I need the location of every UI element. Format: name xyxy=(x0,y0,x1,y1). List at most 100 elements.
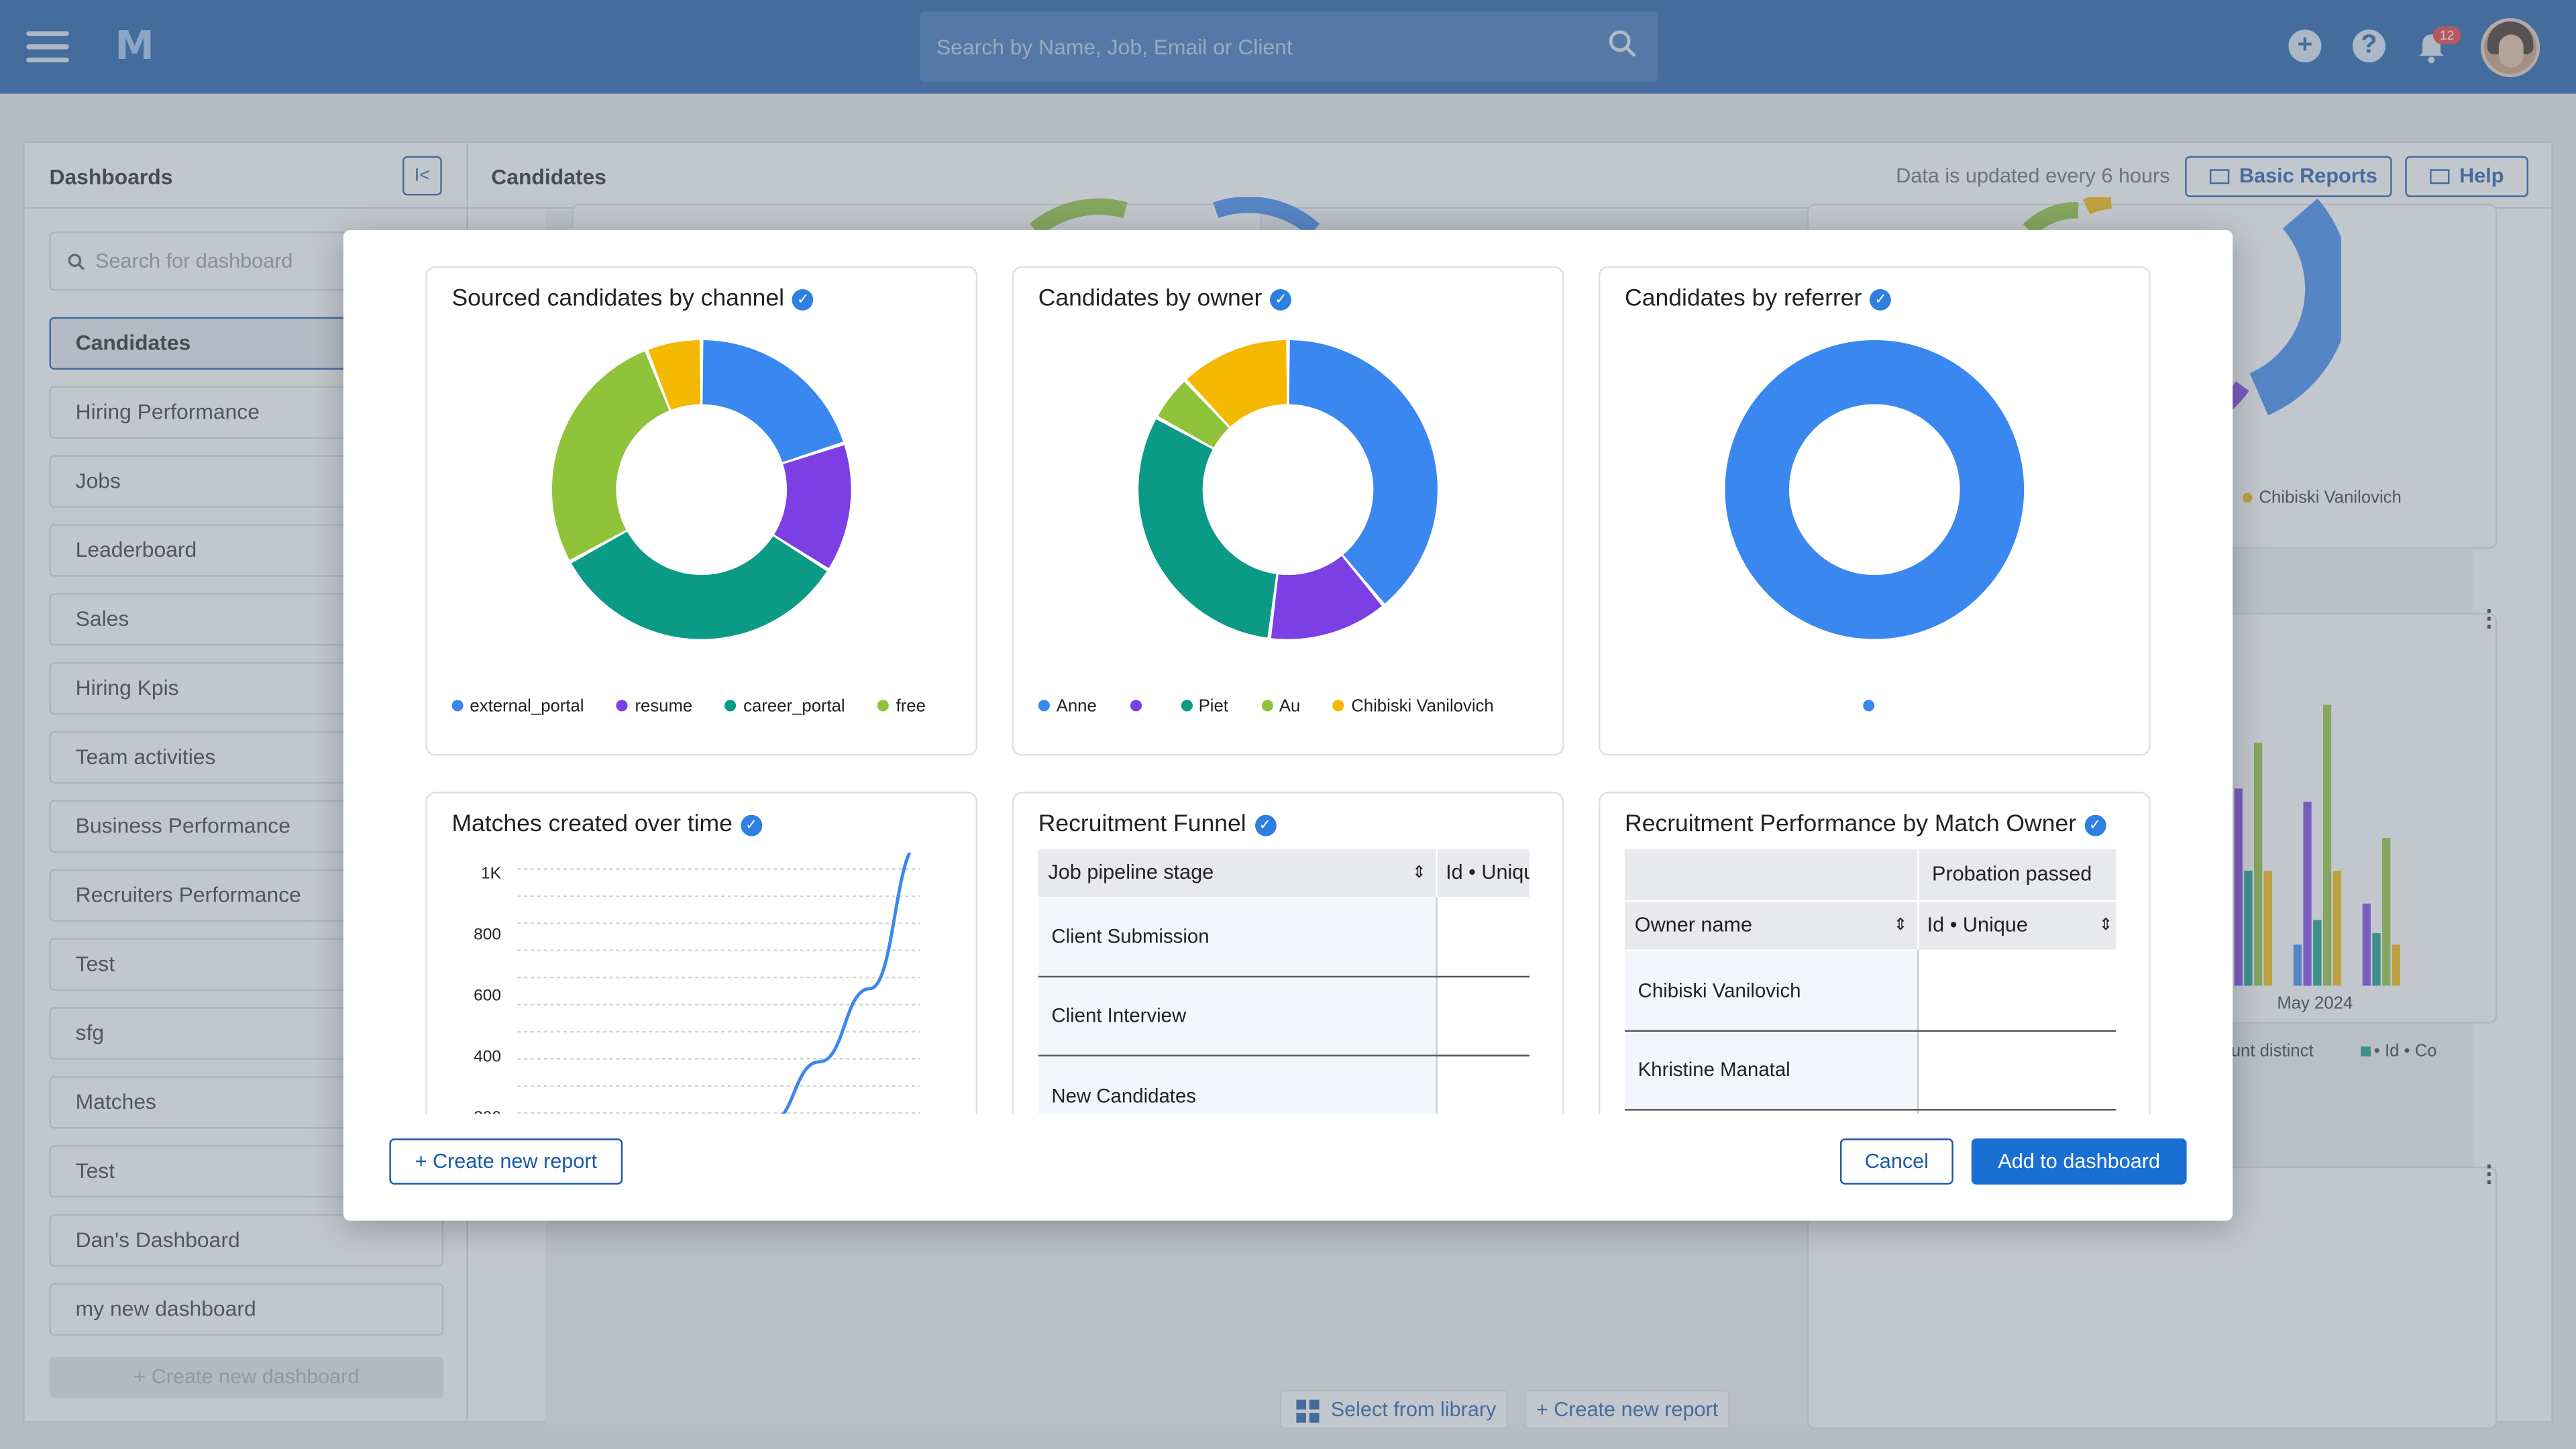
column-label: Id • Unique xyxy=(1927,913,2028,936)
legend-item[interactable]: career_portal xyxy=(725,696,845,716)
report-card-by-referrer[interactable]: Candidates by referrer ✓ xyxy=(1598,266,2151,756)
donut-chart-channel xyxy=(551,339,851,639)
chart-legend: external_portal resume career_portal free xyxy=(451,696,953,719)
bg-legend: unt distinct xyxy=(2231,1041,2314,1062)
y-tick-label: 600 xyxy=(474,986,501,1004)
report-card-matches-over-time[interactable]: Matches created over time ✓ 1K 800 600 400 20… xyxy=(425,792,978,1114)
legend-label: Chibiski Vanilovich xyxy=(1351,696,1494,716)
legend-item[interactable] xyxy=(1863,696,1881,716)
table-header-id[interactable]: Id • Uniqu xyxy=(1437,849,1530,898)
donut-slice xyxy=(1271,555,1382,639)
sort-icon[interactable]: ⇕ xyxy=(1893,916,1908,935)
notification-badge: 12 xyxy=(2432,26,2461,45)
legend-label: career_portal xyxy=(743,696,845,716)
donut-slice xyxy=(648,339,701,410)
report-card-by-owner[interactable]: Candidates by owner ✓ Anne Piet Au Chibiski … xyxy=(1012,266,1564,756)
card-title-text: Candidates by owner xyxy=(1038,286,1263,313)
card-title-text: Candidates by referrer xyxy=(1625,286,1862,313)
report-card-sourced-by-channel[interactable]: Sourced candidates by channel ✓ external_… xyxy=(425,266,978,756)
select-from-library-button[interactable]: Select from library xyxy=(1279,1389,1508,1430)
donut-slice xyxy=(1158,382,1229,448)
help-button[interactable]: Help xyxy=(2405,156,2529,197)
cancel-button[interactable]: Cancel xyxy=(1839,1138,1953,1185)
series-line xyxy=(781,853,912,1114)
basic-reports-button[interactable]: Basic Reports xyxy=(2185,156,2392,197)
table-header-id[interactable]: Id • Unique ⇕ xyxy=(1919,902,2116,950)
table-header-owner[interactable]: Owner name ⇕ xyxy=(1625,902,1917,950)
legend-label: free xyxy=(896,696,926,716)
row-divider xyxy=(1038,1055,1530,1057)
donut-slice xyxy=(1138,419,1277,638)
sidebar-item-dashboard[interactable]: Dan's Dashboard xyxy=(49,1214,444,1267)
legend-item[interactable]: free xyxy=(877,696,926,716)
legend-item[interactable]: Piet xyxy=(1180,696,1228,716)
create-dashboard-button[interactable]: + Create new dashboard xyxy=(49,1356,444,1399)
widget-menu-icon[interactable]: ⋮ xyxy=(2477,1159,2501,1187)
collapse-sidebar-button[interactable]: I< xyxy=(402,156,442,196)
column-divider xyxy=(1436,897,1438,1114)
widget-menu-icon[interactable]: ⋮ xyxy=(2477,604,2501,631)
search-icon[interactable] xyxy=(1609,30,1638,59)
sort-icon[interactable]: ⇕ xyxy=(2098,916,2113,935)
legend-label: external_portal xyxy=(470,696,584,716)
donut-slice xyxy=(1289,339,1438,604)
card-title-text: Recruitment Funnel xyxy=(1038,811,1246,838)
legend-item[interactable] xyxy=(1129,696,1148,716)
book-icon xyxy=(2430,169,2450,184)
grid-icon xyxy=(1296,1399,1320,1423)
card-title: Matches created over time ✓ xyxy=(451,812,762,838)
report-card-performance-by-owner[interactable]: Recruitment Performance by Match Owner ✓ … xyxy=(1598,792,2151,1114)
donut-chart-owner xyxy=(1138,339,1438,639)
column-label: Job pipeline stage xyxy=(1048,861,1214,884)
help-icon[interactable]: ? xyxy=(2352,30,2385,63)
donut-slice xyxy=(702,339,843,462)
verified-icon: ✓ xyxy=(741,814,762,837)
report-card-recruitment-funnel[interactable]: Recruitment Funnel ✓ Job pipeline stage ⇕… xyxy=(1012,792,1564,1114)
legend-label: Anne xyxy=(1056,696,1097,716)
card-title-text: Matches created over time xyxy=(451,811,733,838)
table-row: Chibiski Vanilovich xyxy=(1625,951,1917,1030)
legend-swatch xyxy=(725,700,737,712)
table-header-stage[interactable]: Job pipeline stage ⇕ xyxy=(1038,849,1436,898)
sidebar-item-dashboard[interactable]: my new dashboard xyxy=(49,1283,444,1336)
legend-item[interactable]: Chibiski Vanilovich xyxy=(1333,696,1494,716)
legend-item[interactable]: Anne xyxy=(1038,696,1097,716)
chart-legend: Anne Piet Au Chibiski Vanilovich xyxy=(1038,696,1540,719)
y-tick-label: 800 xyxy=(474,926,501,944)
donut-slice xyxy=(1187,339,1287,427)
legend-swatch xyxy=(1129,700,1141,712)
user-avatar[interactable] xyxy=(2480,17,2540,78)
app-logo[interactable]: M xyxy=(115,23,154,69)
y-tick-label: 1K xyxy=(481,865,502,883)
legend-label: resume xyxy=(635,696,693,716)
main-header: Candidates Data is updated every 6 hours… xyxy=(468,143,2552,209)
table-row: Khristine Manatal xyxy=(1625,1031,1917,1110)
row-divider xyxy=(1038,975,1530,978)
global-search-input[interactable] xyxy=(920,11,1658,83)
y-tick-label: 400 xyxy=(474,1047,501,1065)
legend-swatch xyxy=(1038,700,1050,712)
add-icon[interactable]: + xyxy=(2288,30,2322,63)
donut-slice xyxy=(551,351,669,560)
report-gallery: Sourced candidates by channel ✓ external_… xyxy=(343,230,2233,1114)
add-to-dashboard-button[interactable]: Add to dashboard xyxy=(1971,1138,2187,1185)
legend-item[interactable]: external_portal xyxy=(451,696,584,716)
row-divider xyxy=(1625,1030,2116,1032)
bg-donut-top-right xyxy=(2023,197,2341,416)
legend-swatch xyxy=(451,700,464,712)
bg-legend-text: Chibiski Vanilovich xyxy=(2259,488,2402,508)
hamburger-menu-icon[interactable] xyxy=(26,31,69,64)
verified-icon: ✓ xyxy=(2084,814,2106,837)
donut-slice xyxy=(571,531,827,639)
create-report-bottom-button[interactable]: + Create new report xyxy=(1524,1389,1730,1430)
card-title: Candidates by referrer ✓ xyxy=(1625,286,1892,313)
sort-icon[interactable]: ⇕ xyxy=(1412,864,1426,883)
help-label: Help xyxy=(2459,164,2504,188)
legend-swatch xyxy=(1260,700,1273,712)
bg-legend: Chibiski Vanilovich xyxy=(2242,488,2402,508)
legend-item[interactable]: Au xyxy=(1260,696,1300,716)
legend-item[interactable]: resume xyxy=(616,696,693,716)
global-search[interactable] xyxy=(920,11,1658,83)
donut-slice xyxy=(1725,339,2025,639)
create-new-report-button[interactable]: + Create new report xyxy=(389,1138,623,1185)
